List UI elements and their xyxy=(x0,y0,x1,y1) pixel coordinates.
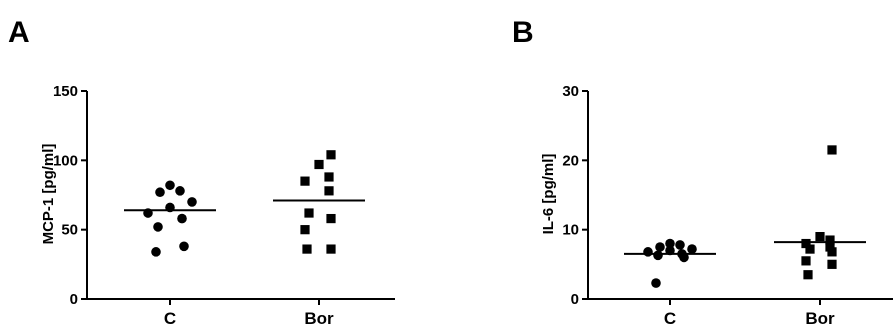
panel-a: A MCP-1 [pg/ml] 0 50 100 150 C Bor xyxy=(8,16,395,328)
mean-lines xyxy=(124,199,365,212)
mean-lines xyxy=(624,241,866,255)
y-axis-title: MCP-1 [pg/ml] xyxy=(40,144,57,245)
data-point-square xyxy=(815,232,825,242)
y-tick-label: 100 xyxy=(53,152,78,169)
data-point-circle xyxy=(653,250,663,261)
axes xyxy=(86,91,395,300)
y-tick-label: 10 xyxy=(562,222,579,239)
data-point-square xyxy=(827,145,837,155)
x-category-label: C xyxy=(164,309,176,328)
panel-letter: B xyxy=(512,16,534,49)
data-point-circle xyxy=(165,180,175,191)
data-point-square xyxy=(805,244,815,254)
data-point-square xyxy=(324,172,334,182)
x-category-labels: C Bor xyxy=(164,299,334,328)
data-point-square xyxy=(801,238,811,249)
data-point-circle xyxy=(153,222,163,232)
panel-b: B IL-6 [pg/ml] 0 10 20 30 C Bor xyxy=(512,16,893,328)
data-point-square xyxy=(326,150,336,160)
data-point-square xyxy=(326,244,336,254)
y-tick-label: 20 xyxy=(562,152,579,169)
data-point-square xyxy=(300,225,310,235)
axes xyxy=(587,91,893,300)
x-category-label: Bor xyxy=(805,309,835,328)
data-point-circle xyxy=(155,187,165,198)
data-point-circle xyxy=(187,197,197,207)
data-point-square xyxy=(825,242,835,252)
data-point-square xyxy=(827,259,837,269)
x-category-label: Bor xyxy=(304,309,334,328)
data-point-square xyxy=(300,176,310,186)
data-point-circle xyxy=(151,247,161,257)
x-category-label: C xyxy=(664,309,676,328)
data-point-square xyxy=(302,244,312,254)
data-point-circle xyxy=(643,247,653,257)
data-point-circle xyxy=(687,244,697,254)
y-ticks: 0 50 100 150 xyxy=(53,83,87,308)
data-point-square xyxy=(314,159,324,170)
data-point-circle xyxy=(675,240,685,250)
data-point-square xyxy=(825,235,835,245)
data-point-circle xyxy=(175,186,185,196)
x-category-labels: C Bor xyxy=(664,299,835,328)
y-tick-label: 0 xyxy=(70,291,78,308)
data-point-circle xyxy=(665,245,675,256)
data-point-square xyxy=(326,213,336,224)
y-tick-label: 0 xyxy=(571,291,579,308)
y-tick-label: 50 xyxy=(61,222,78,239)
data-point-circle xyxy=(665,238,675,249)
y-axis-title: IL-6 [pg/ml] xyxy=(540,154,557,235)
data-point-square xyxy=(304,208,314,218)
data-points xyxy=(643,145,837,288)
data-points xyxy=(143,150,336,257)
data-point-circle xyxy=(651,278,661,288)
data-point-square xyxy=(324,186,334,196)
panel-letter: A xyxy=(8,16,30,49)
data-point-circle xyxy=(179,241,189,252)
y-tick-label: 150 xyxy=(53,83,78,100)
y-ticks: 0 10 20 30 xyxy=(562,83,588,308)
data-point-square xyxy=(803,270,813,280)
y-tick-label: 30 xyxy=(562,83,579,100)
data-point-square xyxy=(801,256,811,266)
data-point-circle xyxy=(177,213,187,224)
data-point-square xyxy=(827,247,837,257)
data-point-circle xyxy=(655,242,665,252)
